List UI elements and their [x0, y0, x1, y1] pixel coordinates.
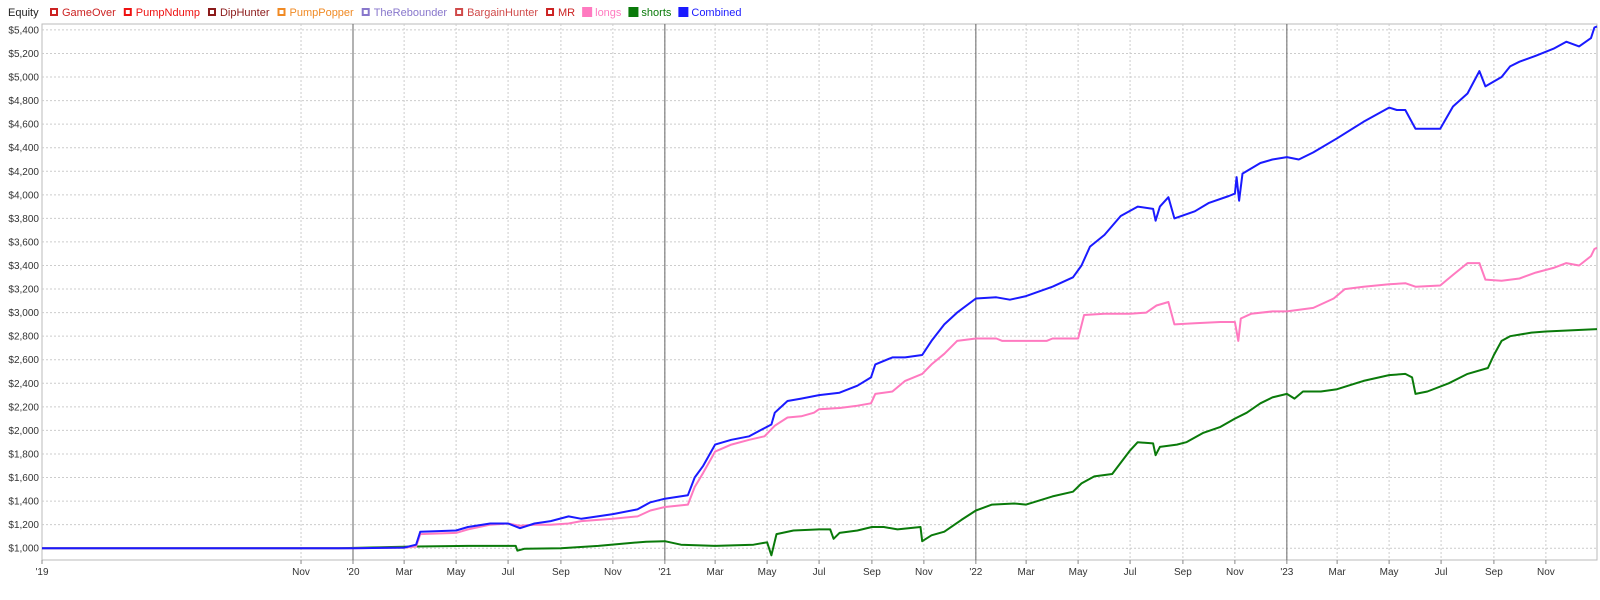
x-tick-label: Nov — [915, 567, 933, 578]
square-checkbox-icon[interactable] — [207, 8, 216, 16]
y-tick-label: $4,000 — [8, 190, 39, 201]
square-checkbox-icon[interactable] — [50, 8, 58, 16]
legend-item-label: Combined — [691, 7, 741, 19]
x-tick-label: '19 — [35, 567, 48, 578]
y-tick-label: $4,400 — [8, 143, 39, 154]
x-tick-label: May — [1069, 567, 1088, 578]
legend-item-label: TheRebounder — [374, 7, 448, 19]
legend-item-combined[interactable]: Combined — [678, 7, 742, 19]
legend-item-shorts[interactable]: shorts — [628, 7, 672, 19]
legend-item-therebounder[interactable]: TheRebounder — [361, 7, 448, 19]
x-tick-label: Jul — [1435, 567, 1448, 578]
filled-square-icon[interactable] — [628, 7, 639, 17]
y-tick-label: $3,600 — [8, 237, 39, 248]
y-tick-label: $2,400 — [8, 379, 39, 390]
x-tick-label: Sep — [1485, 567, 1503, 578]
legend-item-label: PumpPopper — [290, 7, 355, 19]
legend-item-label: DipHunter — [220, 7, 270, 19]
x-tick-label: Sep — [1174, 567, 1192, 578]
legend-item-longs[interactable]: longs — [582, 7, 622, 19]
x-tick-label: '22 — [969, 567, 982, 578]
y-tick-label: $1,800 — [8, 449, 39, 460]
square-checkbox-icon[interactable] — [455, 8, 464, 16]
y-tick-label: $4,600 — [8, 120, 39, 131]
y-tick-label: $4,200 — [8, 167, 39, 178]
series-line-longs — [42, 246, 1598, 550]
x-tick-label: '23 — [1280, 567, 1293, 578]
x-tick-label: May — [447, 567, 466, 578]
legend-item-label: longs — [595, 7, 622, 19]
legend-item-gameover[interactable]: GameOver — [50, 7, 116, 19]
square-checkbox-icon[interactable] — [123, 8, 132, 16]
y-tick-label: $5,200 — [8, 49, 39, 60]
legend-item-bargainhunter[interactable]: BargainHunter — [455, 7, 538, 19]
y-tick-label: $2,000 — [8, 426, 39, 437]
y-tick-label: $5,400 — [8, 25, 39, 36]
square-checkbox-icon[interactable] — [546, 8, 555, 16]
x-tick-label: Jul — [1124, 567, 1137, 578]
x-tick-label: Mar — [1329, 567, 1347, 578]
x-tick-label: Mar — [707, 567, 725, 578]
x-tick-label: Mar — [396, 567, 414, 578]
y-tick-label: $3,200 — [8, 285, 39, 296]
y-tick-label: $1,400 — [8, 497, 39, 508]
y-tick-label: $4,800 — [8, 96, 39, 107]
x-tick-label: Sep — [552, 567, 570, 578]
y-tick-label: $5,000 — [8, 73, 39, 84]
legend-item-label: shorts — [641, 7, 671, 19]
y-tick-label: $2,200 — [8, 402, 39, 413]
legend-item-label: GameOver — [62, 7, 116, 19]
x-tick-label: Nov — [292, 567, 310, 578]
legend-item-pumpndump[interactable]: PumpNdump — [123, 7, 200, 19]
grid — [41, 23, 1598, 561]
y-tick-label: $2,800 — [8, 332, 39, 343]
y-tick-label: $1,200 — [8, 520, 39, 531]
x-tick-label: Jul — [502, 567, 515, 578]
legend-item-label: PumpNdump — [136, 7, 200, 19]
square-checkbox-icon[interactable] — [361, 8, 370, 16]
x-tick-label: Nov — [1537, 567, 1555, 578]
y-tick-label: $1,000 — [8, 544, 39, 555]
x-tick-label: '21 — [658, 567, 671, 578]
legend-item-diphunter[interactable]: DipHunter — [207, 7, 270, 19]
filled-square-icon[interactable] — [582, 7, 593, 17]
square-checkbox-icon[interactable] — [277, 8, 286, 16]
x-tick-label: '20 — [346, 567, 359, 578]
series-line-combined — [42, 25, 1598, 550]
y-tick-label: $3,000 — [8, 308, 39, 319]
x-tick-label: Mar — [1018, 567, 1036, 578]
series-lines — [42, 25, 1598, 557]
y-tick-label: $3,800 — [8, 214, 39, 225]
series-line-shorts — [42, 328, 1598, 557]
y-tick-label: $2,600 — [8, 355, 39, 366]
legend-item-label: MR — [558, 7, 575, 19]
x-tick-label: Nov — [1226, 567, 1244, 578]
x-tick-label: Jul — [813, 567, 826, 578]
legend-item-pumppopper[interactable]: PumpPopper — [277, 7, 355, 19]
legend-item-label: BargainHunter — [467, 7, 538, 19]
filled-square-icon[interactable] — [678, 7, 689, 17]
legend: Equity GameOver PumpNdump DipHunter PumpPop… — [8, 7, 742, 19]
legend-item-mr[interactable]: MR — [546, 7, 575, 19]
axes: $1,000 $1,200 $1,400 $1,600 $1,800 $2,000 $2,2… — [8, 25, 1554, 578]
x-tick-label: Sep — [863, 567, 881, 578]
y-tick-label: $1,600 — [8, 473, 39, 484]
y-tick-label: $3,400 — [8, 261, 39, 272]
x-tick-label: May — [1380, 567, 1399, 578]
legend-title: Equity — [8, 7, 39, 19]
x-tick-label: May — [758, 567, 777, 578]
x-tick-label: Nov — [604, 567, 622, 578]
